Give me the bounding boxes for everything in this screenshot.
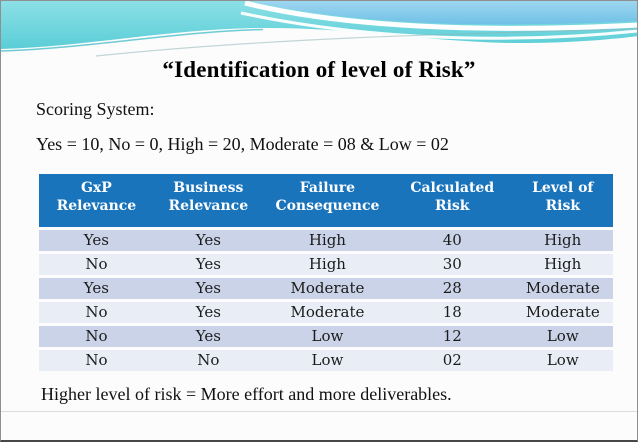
table-row: No Yes High 30 High [39,254,613,275]
footnote: Higher level of risk = More effort and m… [41,384,452,404]
table-cell: Yes [153,254,263,275]
table-cell: Yes [39,230,154,251]
table-cell: Moderate [512,302,613,323]
table-cell: 40 [391,230,513,251]
column-header: Calculated Risk [391,174,513,227]
column-header: Business Relevance [153,174,263,227]
table-cell: No [39,254,154,275]
table-cell: High [262,230,392,251]
table-cell: No [153,350,263,371]
table-cell: Low [512,350,613,371]
table-row: Yes Yes Moderate 28 Moderate [39,278,613,299]
scoring-system-label: Scoring System: [36,99,155,119]
table-cell: 28 [391,278,513,299]
table-cell: No [39,302,154,323]
column-header: GxP Relevance [39,174,154,227]
table-cell: 18 [391,302,513,323]
column-header: Level of Risk [512,174,613,227]
table-header-row: GxP Relevance Business Relevance Failure C… [39,174,613,227]
table-cell: Yes [153,302,263,323]
scoring-values-line: Yes = 10, No = 0, High = 20, Moderate = … [36,134,449,154]
table-row: Yes Yes High 40 High [39,230,613,251]
table-body: Yes Yes High 40 High No Yes High 30 High Yes Yes Mod… [39,230,613,371]
table-row: No Yes Low 12 Low [39,326,613,347]
table-cell: 02 [391,350,513,371]
table-cell: Moderate [262,302,392,323]
table-cell: Yes [153,278,263,299]
table-cell: Low [262,326,392,347]
column-header: Failure Consequence [262,174,392,227]
slide-title: “Identification of level of Risk” [162,57,476,82]
table-cell: High [262,254,392,275]
banner-white-swoosh [244,1,637,31]
table-row: No No Low 02 Low [39,350,613,371]
footer-divider [1,411,637,412]
table-cell: No [39,326,154,347]
banner-teal-hairline [1,28,264,52]
header-wave-decoration [1,1,637,57]
table-cell: Low [512,326,613,347]
table-cell: Yes [153,326,263,347]
table-cell: Moderate [512,278,613,299]
banner-gray-hairline [95,28,637,57]
table-cell: Yes [39,278,154,299]
risk-level-table: GxP Relevance Business Relevance Failure C… [39,171,613,374]
banner-white-streak [240,11,637,40]
table-cell: No [39,350,154,371]
table-cell: Moderate [262,278,392,299]
table-row: No Yes Moderate 18 Moderate [39,302,613,323]
table-cell: Low [262,350,392,371]
table-cell: 12 [391,326,513,347]
table-cell: High [512,230,613,251]
table-cell: High [512,254,613,275]
table-cell: Yes [153,230,263,251]
banner-sky-wave [251,1,637,25]
table-cell: 30 [391,254,513,275]
